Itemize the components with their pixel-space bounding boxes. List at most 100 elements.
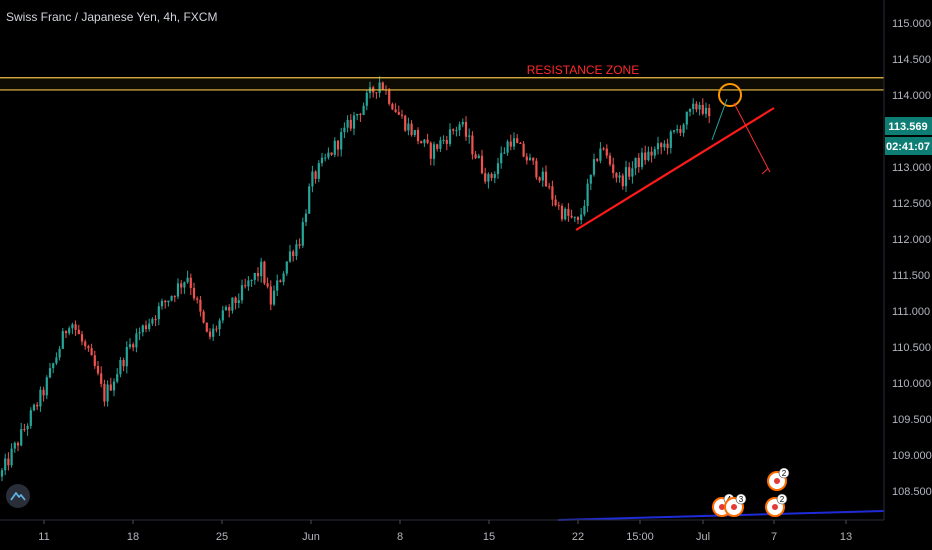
event-markers[interactable]: 4322	[712, 467, 790, 517]
event-marker[interactable]: 2	[767, 467, 790, 491]
trendline[interactable]	[575, 107, 775, 231]
candle-body	[458, 124, 461, 131]
candle-body	[304, 213, 308, 223]
candle-body	[285, 261, 288, 274]
candle-body	[212, 328, 215, 337]
candle-body	[250, 279, 253, 281]
candle-body	[532, 157, 535, 161]
candle-body	[176, 283, 180, 297]
candle-body	[260, 261, 263, 277]
candle-body	[314, 171, 317, 179]
candle-body	[663, 143, 666, 148]
candle-body	[154, 318, 157, 320]
candle-body	[202, 311, 205, 323]
candle-body	[637, 157, 640, 168]
candle-body	[471, 135, 474, 155]
x-tick-label: 11	[38, 531, 49, 543]
candle-body	[224, 307, 228, 311]
candle-body	[608, 155, 612, 165]
projection-down-arrow[interactable]	[733, 102, 769, 169]
candle-body	[10, 448, 13, 466]
event-marker[interactable]: 2	[765, 493, 788, 517]
candle-body	[381, 82, 384, 90]
candle-body	[544, 171, 548, 187]
candle-body	[397, 112, 400, 115]
candle-body	[487, 173, 490, 182]
candle-body	[426, 139, 429, 143]
candle-body	[535, 160, 538, 178]
candle-body	[237, 300, 240, 303]
y-tick-label: 110.000	[892, 378, 931, 390]
candle-body	[512, 138, 516, 147]
candle-body	[205, 322, 208, 332]
candle-body	[477, 155, 480, 159]
x-tick-label: 18	[127, 531, 139, 543]
candle-body	[461, 122, 464, 125]
candle-body	[352, 115, 356, 129]
price-axis[interactable]: 108.500 109.000 109.500 110.000 110.500 111.0…	[892, 18, 932, 498]
candle-body	[116, 374, 119, 382]
drawings[interactable]	[575, 83, 775, 231]
candle-body	[263, 261, 266, 284]
candle-body	[410, 123, 413, 136]
candle-body	[84, 341, 87, 347]
x-tick-label: 25	[216, 531, 228, 543]
candle-body	[269, 286, 272, 305]
candle-body	[346, 119, 349, 128]
candle-body	[298, 244, 301, 246]
candle-body	[522, 143, 525, 157]
candle-body	[279, 280, 282, 282]
candle-body	[420, 141, 423, 144]
y-tick-label: 115.000	[892, 18, 931, 30]
tradingview-logo[interactable]	[6, 484, 30, 508]
event-count-bubble	[735, 493, 747, 505]
candle-body	[644, 152, 647, 161]
event-marker[interactable]: 3	[724, 493, 747, 517]
time-axis[interactable]: 11 18 25 Jun 8 15 22 15:00 Jul 7 13	[38, 520, 852, 543]
candle-body	[128, 344, 132, 347]
candle-body	[23, 429, 26, 431]
candle-body	[436, 144, 439, 149]
candle-body	[388, 89, 391, 104]
candle-body	[650, 151, 653, 156]
candle-body	[135, 333, 138, 348]
candle-body	[660, 143, 663, 148]
candle-body	[599, 148, 602, 161]
candle-body	[26, 425, 29, 430]
candle-body	[484, 173, 487, 182]
candle-body	[327, 152, 330, 158]
target-circle[interactable]	[718, 83, 742, 107]
candle-body	[618, 175, 621, 178]
candle-body	[103, 383, 106, 402]
candle-body	[160, 300, 164, 307]
candle-body	[125, 346, 128, 367]
candle-body	[132, 344, 135, 348]
projection-up-arrow[interactable]	[711, 98, 728, 141]
candle-body	[557, 205, 560, 207]
candle-body	[621, 175, 624, 187]
candle-body	[548, 186, 551, 188]
candle-body	[666, 143, 669, 148]
candle-body	[503, 152, 506, 154]
candle-body	[266, 283, 269, 287]
candle-body	[669, 131, 672, 148]
candle-body	[106, 384, 109, 402]
candle-body	[151, 318, 154, 324]
candle-body	[682, 124, 685, 133]
y-tick-label: 110.500	[892, 342, 931, 354]
candle-body	[528, 157, 532, 161]
event-marker-dot	[731, 504, 737, 510]
event-count-label: 2	[782, 469, 787, 478]
candle-body	[215, 328, 218, 330]
resistance-zone[interactable]	[0, 77, 884, 91]
candle-body	[39, 389, 42, 407]
mountain-icon	[10, 492, 26, 501]
candle-body	[42, 389, 45, 396]
candle-body	[96, 365, 100, 374]
x-tick-label: Jul	[696, 531, 710, 543]
candle-body	[564, 208, 567, 220]
candle-body	[141, 325, 144, 333]
candle-body	[13, 442, 16, 449]
